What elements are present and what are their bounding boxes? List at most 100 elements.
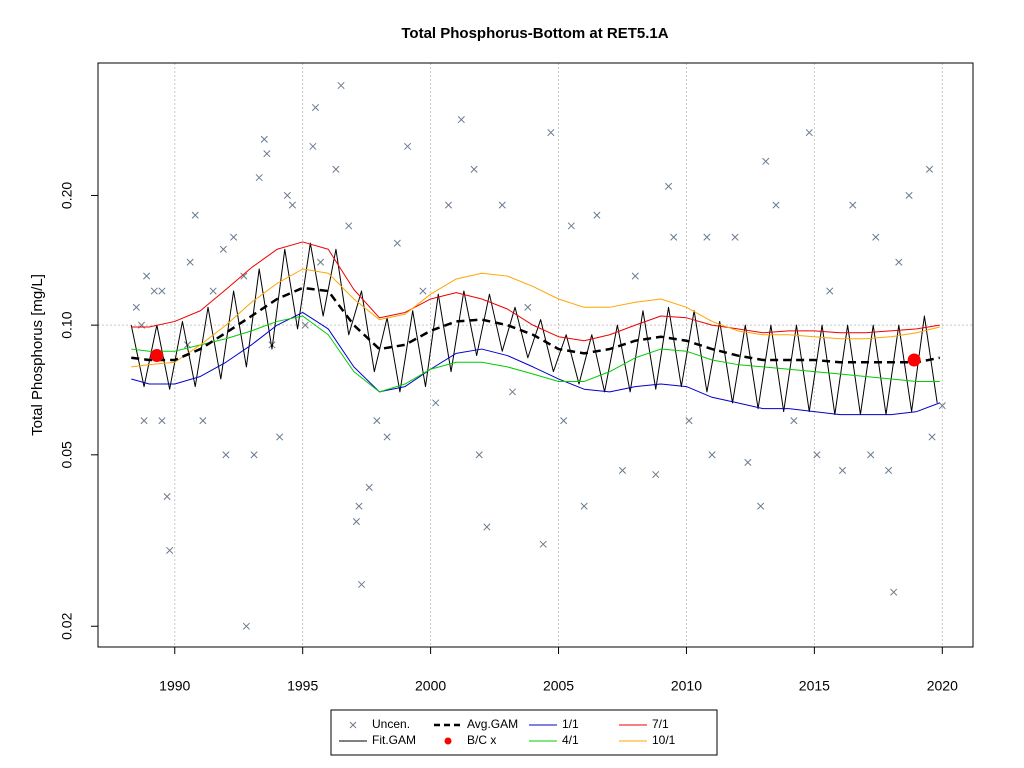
data-point <box>132 303 140 311</box>
data-point <box>547 128 555 137</box>
data-point <box>560 417 568 425</box>
data-point <box>475 451 483 459</box>
data-point <box>166 546 174 554</box>
data-point <box>567 222 575 230</box>
data-point <box>762 157 770 165</box>
data-point <box>230 233 238 241</box>
y-tick-label: 0.02 <box>59 612 75 639</box>
data-point <box>332 165 340 173</box>
data-point <box>365 483 373 491</box>
data-point <box>849 201 857 209</box>
data-point <box>744 458 752 467</box>
data-point <box>498 201 506 209</box>
data-point <box>432 399 440 407</box>
x-tick-label: 1990 <box>159 678 190 694</box>
data-point <box>895 258 903 266</box>
data-point <box>288 201 296 209</box>
data-point <box>580 502 588 510</box>
data-point <box>242 622 250 630</box>
baseline-current-point <box>907 353 921 367</box>
x-tick-label: 2020 <box>927 678 958 694</box>
series-line <box>131 286 940 364</box>
data-point <box>143 272 151 280</box>
data-point <box>317 258 325 266</box>
data-point <box>337 81 345 90</box>
data-point <box>140 417 148 425</box>
data-point <box>925 165 934 173</box>
data-point <box>383 433 391 441</box>
data-point <box>352 517 360 526</box>
series-line <box>131 241 940 342</box>
data-point <box>483 523 491 531</box>
data-point <box>255 174 263 182</box>
data-point <box>618 466 627 474</box>
data-point <box>631 272 639 280</box>
data-point <box>457 116 465 124</box>
data-point <box>276 433 284 441</box>
data-point <box>219 245 227 253</box>
data-point <box>664 182 673 190</box>
data-point <box>938 402 946 410</box>
legend-label: Fit.GAM <box>372 733 416 747</box>
x-tick-label: 1995 <box>287 678 318 694</box>
data-point <box>311 103 320 112</box>
baseline-current-point <box>150 349 164 363</box>
data-point <box>813 451 821 459</box>
legend-label: 1/1 <box>562 717 579 731</box>
data-point <box>150 287 158 295</box>
data-point <box>301 321 309 329</box>
y-tick-label: 0.05 <box>59 441 75 468</box>
x-tick-label: 2010 <box>671 678 702 694</box>
data-point <box>708 451 716 459</box>
legend-label: Uncen. <box>372 717 410 731</box>
data-point <box>309 142 317 150</box>
series-line <box>131 315 940 393</box>
x-tick-label: 2005 <box>543 678 574 694</box>
data-point <box>805 128 813 137</box>
data-point <box>772 201 780 209</box>
data-point <box>158 287 166 295</box>
data-point <box>838 466 847 474</box>
series-line <box>130 242 938 416</box>
data-point <box>186 258 194 266</box>
data-point <box>163 493 171 501</box>
data-point <box>345 222 353 230</box>
legend-symbol <box>349 721 357 729</box>
data-point <box>703 233 711 241</box>
x-tick-label: 2000 <box>415 678 446 694</box>
data-point <box>393 239 401 247</box>
data-point <box>905 191 913 200</box>
series-line <box>131 268 940 368</box>
x-tick-label: 2015 <box>799 678 830 694</box>
data-point <box>240 272 248 280</box>
data-point <box>283 191 291 200</box>
data-point <box>890 588 898 596</box>
data-point <box>199 417 207 425</box>
legend-symbol <box>444 737 452 745</box>
data-point <box>872 233 880 241</box>
data-point <box>593 211 601 219</box>
data-point <box>158 417 166 425</box>
data-point <box>209 287 217 295</box>
data-point <box>250 451 258 459</box>
data-point <box>263 150 271 158</box>
data-point <box>790 417 798 425</box>
data-point <box>928 433 936 441</box>
y-tick-label: 0.10 <box>59 311 75 338</box>
legend-label: 4/1 <box>562 733 579 747</box>
data-point <box>357 580 366 589</box>
legend-label: Avg.GAM <box>467 717 518 731</box>
data-point <box>867 451 875 459</box>
data-point <box>652 470 660 479</box>
data-point <box>404 142 412 150</box>
data-point <box>222 451 230 459</box>
legend-box <box>330 709 718 756</box>
data-point <box>444 201 453 209</box>
data-point <box>731 233 739 241</box>
data-point <box>470 165 478 173</box>
data-point <box>685 417 693 425</box>
data-point <box>670 233 678 241</box>
legend-label: 10/1 <box>652 733 676 747</box>
data-point <box>355 502 363 510</box>
